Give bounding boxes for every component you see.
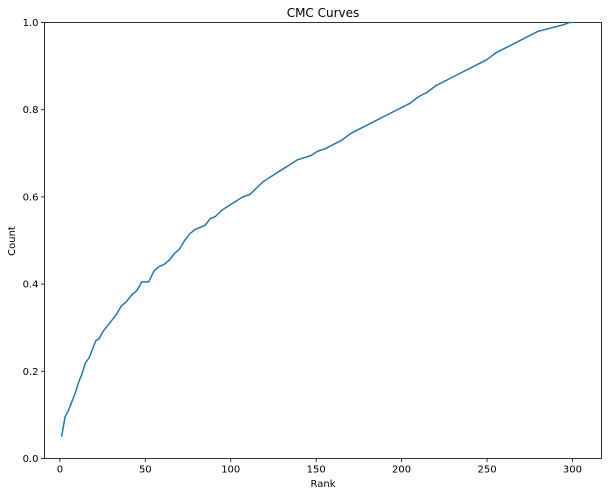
x-tick-label: 250 — [477, 465, 496, 476]
chart-title: CMC Curves — [287, 6, 360, 20]
y-axis-label: Count — [7, 226, 18, 256]
x-tick-label: 150 — [307, 465, 326, 476]
y-tick-label: 0.2 — [23, 367, 39, 378]
y-tick-label: 0.0 — [23, 454, 39, 465]
x-tick-label: 200 — [392, 465, 411, 476]
x-axis-ticks: 0 50 100 150 200 250 300 — [57, 458, 582, 476]
x-tick-label: 0 — [57, 465, 63, 476]
x-axis-label: Rank — [311, 479, 336, 490]
x-tick-label: 50 — [139, 465, 152, 476]
x-tick-label: 300 — [563, 465, 582, 476]
plot-frame — [44, 22, 602, 459]
x-tick-label: 100 — [221, 465, 240, 476]
y-tick-label: 0.4 — [23, 280, 39, 291]
y-tick-label: 1.0 — [23, 18, 39, 29]
y-axis-ticks: 0.0 0.2 0.4 0.6 0.8 1.0 — [23, 18, 45, 465]
y-tick-label: 0.8 — [23, 105, 39, 116]
series-line — [60, 21, 573, 437]
y-tick-label: 0.6 — [23, 192, 39, 203]
series-layer — [60, 21, 573, 437]
